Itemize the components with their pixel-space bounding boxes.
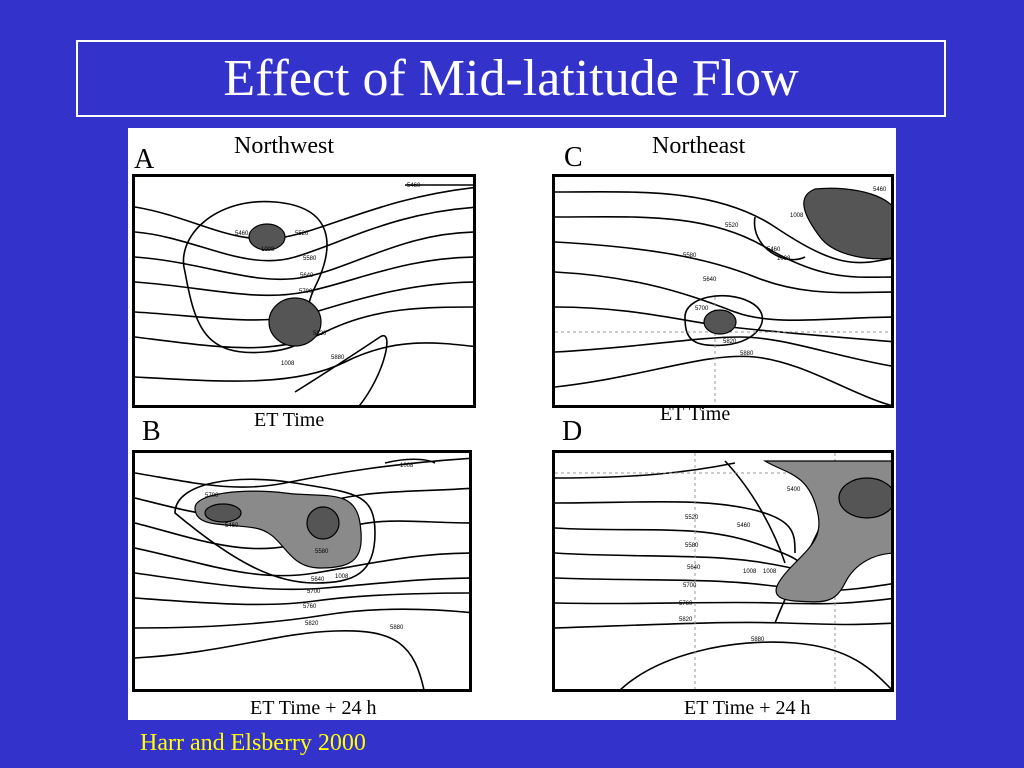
svg-text:5460: 5460 [873, 187, 887, 193]
slide-title-box: Effect of Mid-latitude Flow [76, 40, 946, 117]
svg-text:5580: 5580 [685, 543, 699, 549]
svg-text:5880: 5880 [751, 637, 765, 643]
svg-text:5640: 5640 [687, 565, 701, 571]
svg-text:5880: 5880 [331, 355, 345, 361]
map-panel-b: 5700 5460 5580 5640 5700 5760 5820 5880 … [132, 450, 472, 692]
svg-text:5520: 5520 [685, 515, 699, 521]
svg-text:1008: 1008 [777, 256, 791, 262]
svg-text:1008: 1008 [400, 463, 414, 469]
svg-text:5640: 5640 [300, 273, 314, 279]
svg-text:5820: 5820 [679, 617, 693, 623]
svg-text:5580: 5580 [303, 256, 317, 262]
svg-text:5820: 5820 [305, 621, 319, 627]
panel-d-letter: D [562, 416, 583, 447]
citation: Harr and Elsberry 2000 [140, 730, 366, 756]
panel-b-caption: ET Time + 24 h [250, 697, 377, 719]
map-panel-c: 5520 5580 5640 5700 5820 5880 1008 5460 … [552, 174, 894, 408]
panel-a-letter: A [134, 144, 155, 175]
svg-text:5640: 5640 [703, 277, 717, 283]
svg-text:5760: 5760 [303, 604, 317, 610]
panel-b-letter: B [142, 416, 161, 447]
svg-text:5520: 5520 [725, 223, 739, 229]
svg-text:5400: 5400 [787, 487, 801, 493]
svg-text:5460: 5460 [737, 523, 751, 529]
svg-text:5700: 5700 [695, 306, 709, 312]
svg-text:5460: 5460 [225, 523, 239, 529]
svg-text:5460: 5460 [235, 231, 249, 237]
map-b-contours: 5700 5460 5580 5640 5700 5760 5820 5880 … [135, 457, 469, 689]
svg-text:5880: 5880 [390, 625, 404, 631]
svg-text:5700: 5700 [205, 493, 219, 499]
svg-text:5760: 5760 [679, 601, 693, 607]
svg-text:5460: 5460 [767, 247, 781, 253]
svg-text:5700: 5700 [683, 583, 697, 589]
svg-text:1008: 1008 [261, 247, 275, 253]
svg-text:5640: 5640 [311, 577, 325, 583]
svg-text:1008: 1008 [763, 569, 777, 575]
svg-text:5460: 5460 [407, 183, 421, 189]
slide-title: Effect of Mid-latitude Flow [223, 49, 799, 107]
map-a-contours: 5460 5520 1008 5580 5640 5700 5820 5880 … [135, 183, 473, 405]
svg-text:5700: 5700 [299, 289, 313, 295]
panel-d-caption: ET Time + 24 h [684, 697, 811, 719]
svg-text:1008: 1008 [281, 361, 295, 367]
map-panel-d: 5400 5520 5460 5580 5640 5700 5760 5820 … [552, 450, 894, 692]
svg-text:5580: 5580 [683, 253, 697, 259]
panel-c-heading: Northeast [652, 133, 746, 159]
panel-c-caption: ET Time [660, 403, 731, 425]
svg-text:5700: 5700 [307, 589, 321, 595]
svg-text:1008: 1008 [790, 213, 804, 219]
svg-text:5820: 5820 [313, 331, 327, 337]
figure-panel: A Northwest 5460 5520 1 [128, 128, 896, 720]
panel-c-letter: C [564, 142, 583, 173]
map-d-contours: 5400 5520 5460 5580 5640 5700 5760 5820 … [555, 453, 891, 689]
svg-text:5520: 5520 [295, 231, 309, 237]
map-c-contours: 5520 5580 5640 5700 5820 5880 1008 5460 … [555, 187, 891, 405]
svg-text:5880: 5880 [740, 351, 754, 357]
map-panel-a: 5460 5520 1008 5580 5640 5700 5820 5880 … [132, 174, 476, 408]
svg-text:5820: 5820 [723, 339, 737, 345]
svg-text:1008: 1008 [743, 569, 757, 575]
svg-text:5580: 5580 [315, 549, 329, 555]
svg-text:1008: 1008 [335, 574, 349, 580]
panel-a-heading: Northwest [234, 133, 334, 159]
panel-a-caption: ET Time [254, 409, 325, 431]
